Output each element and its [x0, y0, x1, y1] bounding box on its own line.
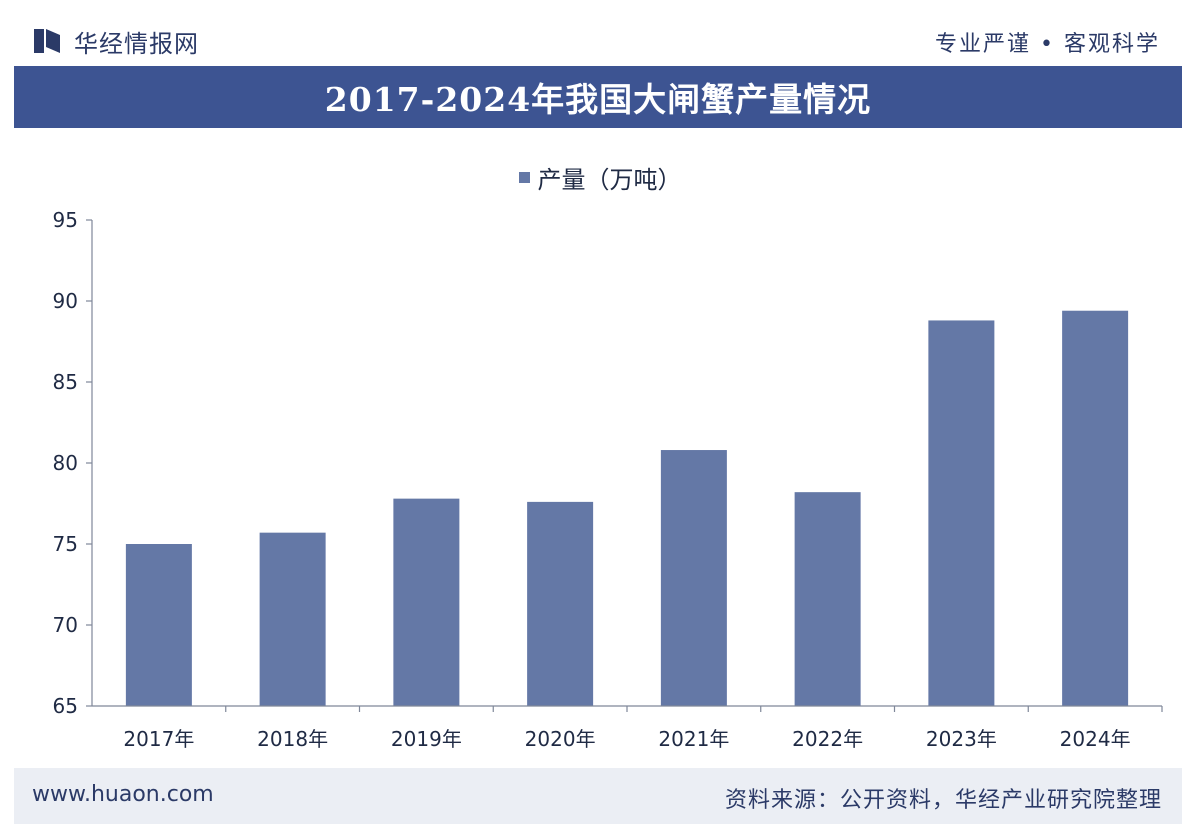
- y-tick-label: 95: [53, 208, 78, 232]
- bar-1[interactable]: [125, 544, 192, 706]
- bar-8[interactable]: [1062, 310, 1129, 706]
- bars: [125, 310, 1129, 706]
- x-tick-label: 2021年: [658, 727, 729, 751]
- bar-5[interactable]: [660, 450, 727, 706]
- chart-title: 2017-2024年我国大闸蟹产量情况: [324, 80, 872, 119]
- header: 华经情报网 专业严谨 • 客观科学: [0, 0, 1200, 66]
- x-tick-label: 2023年: [926, 727, 997, 751]
- y-axis: 65 70 75 80 85 90 95: [53, 208, 93, 718]
- bar-3[interactable]: [393, 498, 460, 706]
- x-tick-label: 2024年: [1060, 727, 1131, 751]
- footer: www.huaon.com 资料来源：公开资料，华经产业研究院整理: [14, 768, 1182, 824]
- x-tick-label: 2022年: [792, 727, 863, 751]
- legend: 产量（万吨）: [0, 160, 1200, 195]
- bar-2[interactable]: [259, 532, 326, 706]
- y-tick-label: 90: [53, 289, 78, 313]
- y-tick-label: 80: [53, 451, 78, 475]
- bar-4[interactable]: [527, 501, 594, 706]
- y-tick-label: 85: [53, 370, 78, 394]
- y-tick-label: 75: [53, 532, 78, 556]
- x-tick-label: 2019年: [391, 727, 462, 751]
- legend-label: 产量（万吨）: [537, 166, 682, 194]
- x-tick-label: 2020年: [525, 727, 596, 751]
- brand-name: 华经情报网: [74, 29, 199, 58]
- brand[interactable]: 华经情报网: [32, 24, 199, 58]
- x-tick-label: 2018年: [257, 727, 328, 751]
- footer-url[interactable]: www.huaon.com: [32, 782, 214, 807]
- title-bar: 2017-2024年我国大闸蟹产量情况: [14, 66, 1182, 128]
- bookmark-logo-icon: [34, 29, 60, 53]
- bar-7[interactable]: [928, 320, 995, 706]
- y-tick-label: 70: [53, 613, 78, 637]
- slogan: 专业严谨 • 客观科学: [935, 32, 1160, 57]
- bar-6[interactable]: [794, 492, 861, 706]
- y-tick-label: 65: [53, 694, 78, 718]
- legend-swatch: [518, 172, 530, 183]
- footer-source: 资料来源：公开资料，华经产业研究院整理: [724, 788, 1162, 813]
- x-axis: 2017年 2018年 2019年 2020年 2021年 2022年 2023年 2024年: [92, 705, 1163, 751]
- x-tick-label: 2017年: [123, 727, 194, 751]
